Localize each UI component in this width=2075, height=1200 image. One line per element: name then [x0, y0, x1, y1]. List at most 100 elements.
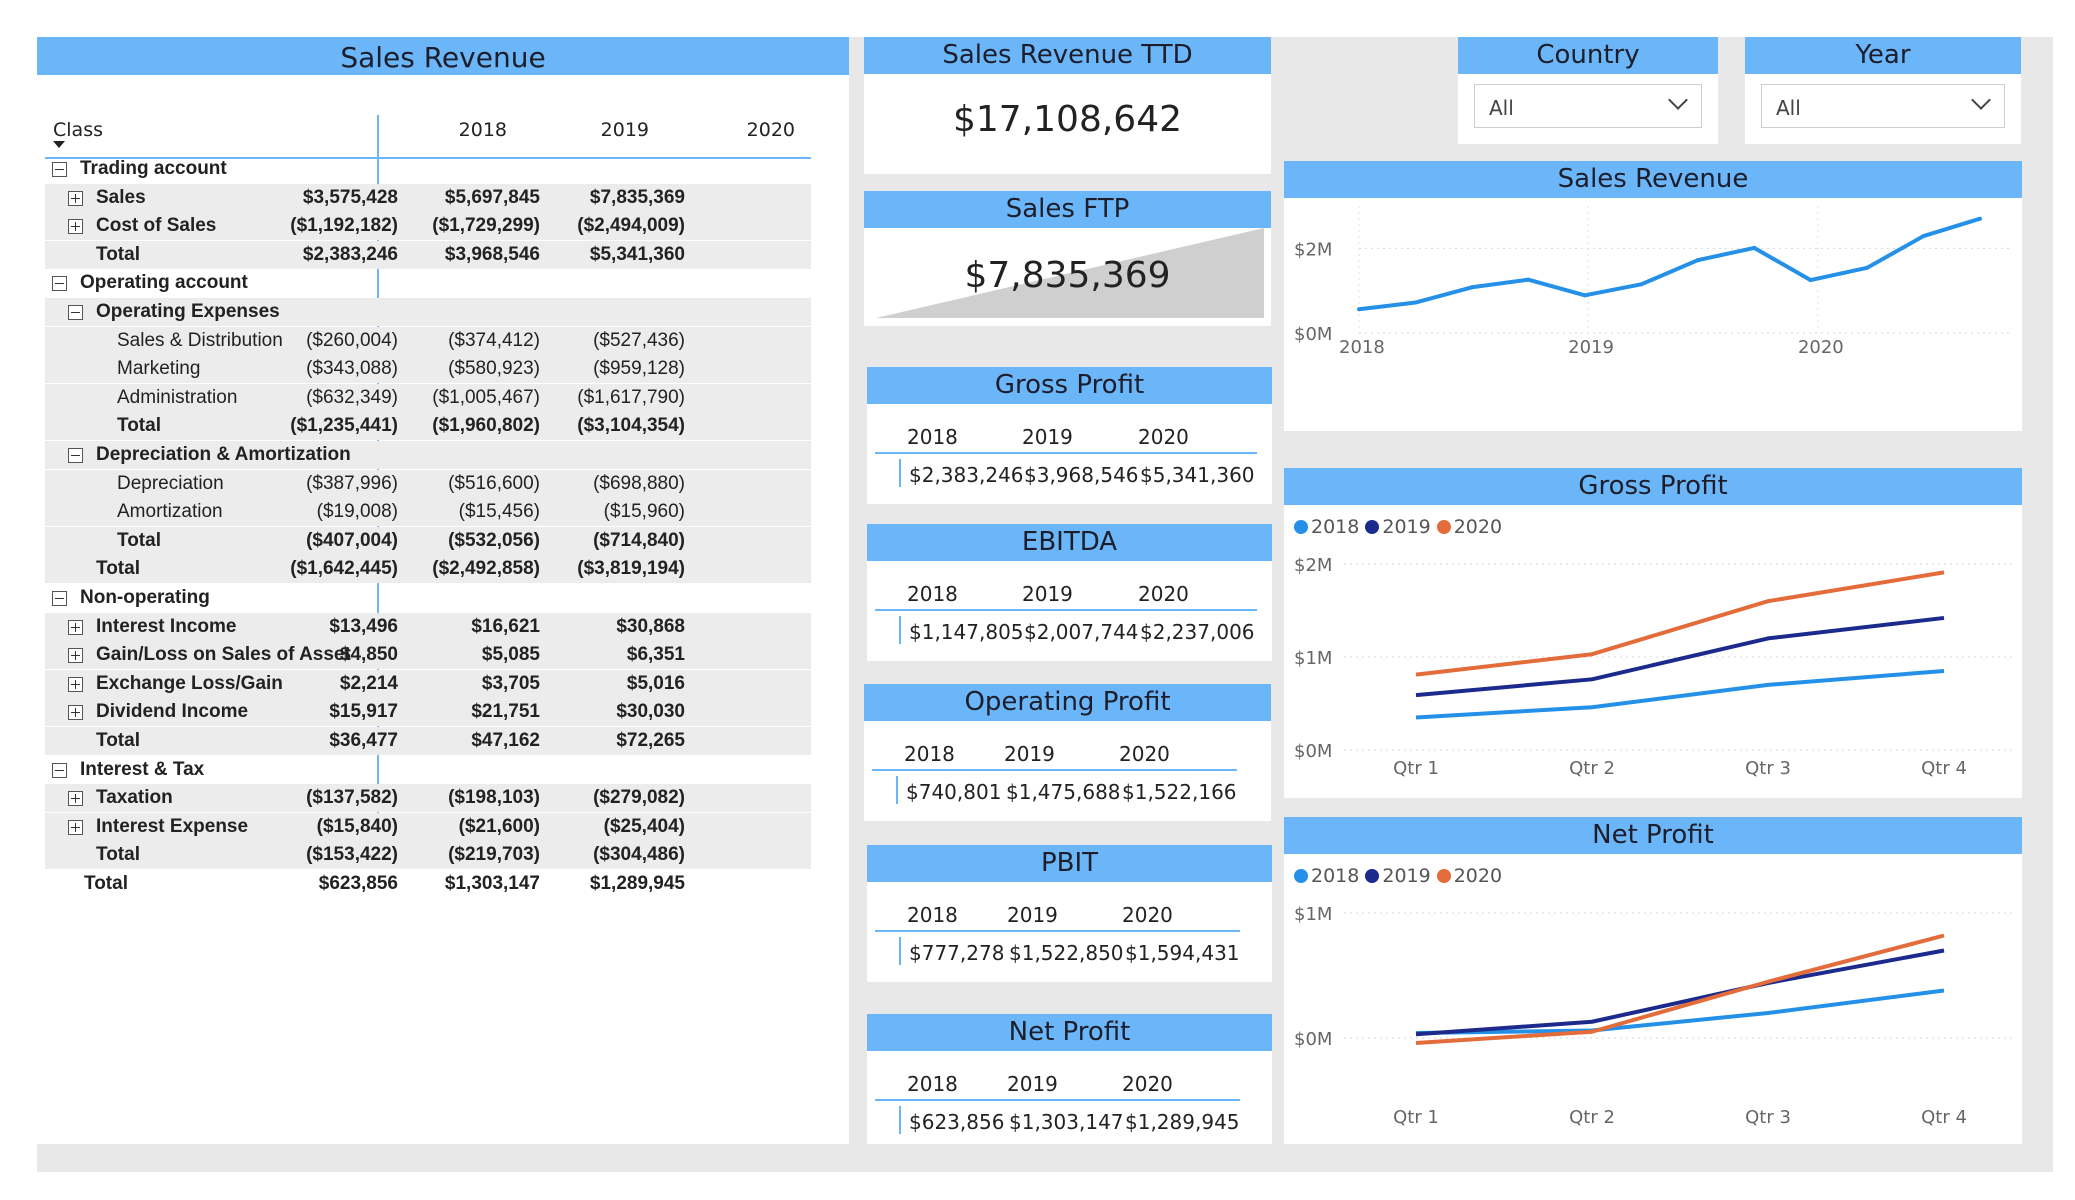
gross-profit-chart[interactable]: $0M $1M $2M Qtr 1 Qtr 2 Qtr 3 Qtr 4: [1284, 468, 2022, 798]
data-point[interactable]: [1639, 282, 1644, 287]
collapse-icon[interactable]: [52, 162, 67, 177]
operating-profit-year-2018[interactable]: 2018: [904, 742, 955, 766]
legend-item-2018[interactable]: 2018: [1294, 865, 1359, 887]
matrix-row[interactable]: Cost of Sales ($1,192,182) ($1,729,299) ($2…: [45, 212, 811, 241]
data-point[interactable]: [1752, 245, 1757, 250]
sales-revenue-chart-panel[interactable]: Sales Revenue $0M $2M 2018 2019 2020: [1284, 161, 2022, 431]
legend-item-2020[interactable]: 2020: [1436, 865, 1502, 887]
pbit-year-2019[interactable]: 2019: [1007, 903, 1058, 927]
expand-icon[interactable]: [68, 676, 83, 692]
class-column-header[interactable]: Class: [53, 119, 103, 141]
collapse-icon[interactable]: [52, 762, 67, 778]
expand-icon[interactable]: [68, 190, 83, 206]
year-header-2018[interactable]: 2018: [458, 119, 507, 141]
net-profit-year-2019[interactable]: 2019: [1007, 1072, 1058, 1096]
series-line-2020[interactable]: [1415, 933, 1945, 1045]
data-point[interactable]: [1582, 293, 1587, 298]
matrix-row[interactable]: Interest Expense ($15,840) ($21,600) ($25,4…: [45, 812, 811, 841]
matrix-row[interactable]: Interest & Tax: [45, 756, 811, 784]
pbit-year-2020[interactable]: 2020: [1122, 903, 1173, 927]
matrix-row[interactable]: Marketing ($343,088) ($580,923) ($959,128): [45, 355, 811, 384]
operating-profit-year-2020[interactable]: 2020: [1119, 742, 1170, 766]
matrix-row[interactable]: Operating account: [45, 269, 811, 297]
gross-profit-legend[interactable]: 2018 2019 2020: [1294, 516, 1508, 538]
matrix-row[interactable]: Dividend Income $15,917 $21,751 $30,030: [45, 698, 811, 727]
operating-profit-year-2019[interactable]: 2019: [1004, 742, 1055, 766]
matrix-row[interactable]: Total ($153,422) ($219,703) ($304,486): [45, 841, 811, 870]
expand-icon[interactable]: [68, 219, 83, 235]
gross-profit-year-2018[interactable]: 2018: [907, 425, 958, 449]
ebitda-year-2020[interactable]: 2020: [1138, 582, 1189, 606]
ebitda-year-2018[interactable]: 2018: [907, 582, 958, 606]
data-point[interactable]: [1921, 234, 1926, 239]
matrix-row[interactable]: Total $623,856 $1,303,147 $1,289,945: [45, 870, 811, 898]
matrix-row[interactable]: Amortization ($19,008) ($15,456) ($15,960): [45, 498, 811, 527]
legend-item-2019[interactable]: 2019: [1365, 516, 1431, 538]
matrix-row[interactable]: Taxation ($137,582) ($198,103) ($279,082): [45, 784, 811, 813]
matrix-row[interactable]: Depreciation & Amortization: [45, 441, 811, 469]
ebitda-year-2019[interactable]: 2019: [1022, 582, 1073, 606]
matrix-row[interactable]: Depreciation ($387,996) ($516,600) ($698,88…: [45, 469, 811, 498]
year-header-2020[interactable]: 2020: [746, 119, 795, 141]
year-dropdown[interactable]: All: [1761, 84, 2005, 128]
matrix-row[interactable]: Sales $3,575,428 $5,697,845 $7,835,369: [45, 183, 811, 212]
expand-icon[interactable]: [68, 705, 83, 721]
collapse-icon[interactable]: [68, 448, 83, 463]
collapse-icon[interactable]: [68, 305, 83, 320]
legend-item-2019[interactable]: 2019: [1365, 865, 1431, 887]
gross-profit-table[interactable]: Gross Profit 2018 2019 2020 $2,383,246 $3,968…: [867, 367, 1272, 504]
sales-revenue-chart[interactable]: $0M $2M 2018 2019 2020: [1284, 161, 2022, 431]
expand-icon[interactable]: [68, 648, 83, 664]
legend-item-2018[interactable]: 2018: [1294, 516, 1359, 538]
matrix-row[interactable]: Interest Income $13,496 $16,621 $30,868: [45, 612, 811, 641]
expand-icon[interactable]: [68, 791, 83, 807]
matrix-row[interactable]: Sales & Distribution ($260,004) ($374,412)…: [45, 326, 811, 355]
net-profit-legend[interactable]: 2018 2019 2020: [1294, 865, 1508, 887]
chevron-down-icon[interactable]: [1971, 90, 1991, 110]
series-line-2019[interactable]: [1415, 615, 1945, 698]
operating-profit-table[interactable]: Operating Profit 2018 2019 2020 $740,801 $1,4…: [864, 684, 1271, 821]
collapse-icon[interactable]: [52, 276, 67, 292]
series-line-2020[interactable]: [1415, 570, 1945, 677]
collapse-icon[interactable]: [52, 591, 67, 606]
matrix-row[interactable]: Administration ($632,349) ($1,005,467) ($1,…: [45, 383, 811, 412]
series-line-2019[interactable]: [1415, 948, 1945, 1037]
data-point[interactable]: [1469, 285, 1474, 290]
expand-icon[interactable]: [68, 619, 83, 635]
sales-revenue-matrix[interactable]: Sales Revenue Class 2018 2019 2020 Tradi…: [37, 37, 849, 1144]
series-line-2018[interactable]: [1415, 668, 1945, 720]
gross-profit-year-2019[interactable]: 2019: [1022, 425, 1073, 449]
matrix-row[interactable]: Total ($1,642,445) ($2,492,858) ($3,819,194…: [45, 555, 811, 584]
pbit-year-2018[interactable]: 2018: [907, 903, 958, 927]
expand-icon[interactable]: [68, 819, 83, 835]
ebitda-table[interactable]: EBITDA 2018 2019 2020 $1,147,805 $2,007,744 $2…: [867, 524, 1272, 661]
data-point[interactable]: [1808, 278, 1813, 283]
data-point[interactable]: [1978, 216, 1982, 221]
matrix-row[interactable]: Non-operating: [45, 584, 811, 612]
data-point[interactable]: [1526, 277, 1531, 282]
matrix-row[interactable]: Total $36,477 $47,162 $72,265: [45, 727, 811, 755]
year-header-2019[interactable]: 2019: [600, 119, 649, 141]
matrix-row[interactable]: Operating Expenses: [45, 298, 811, 326]
gross-profit-chart-panel[interactable]: Gross Profit 2018 2019 2020 $0M $1M $2M Qtr 1…: [1284, 468, 2022, 798]
net-profit-table[interactable]: Net Profit 2018 2019 2020 $623,856 $1,303,147…: [867, 1014, 1272, 1144]
matrix-row[interactable]: Gain/Loss on Sales of Asset $4,850 $5,085 $…: [45, 641, 811, 670]
matrix-row[interactable]: Total $2,383,246 $3,968,546 $5,341,360: [45, 240, 811, 269]
matrix-row[interactable]: Exchange Loss/Gain $2,214 $3,705 $5,016: [45, 669, 811, 698]
chevron-down-icon[interactable]: [1668, 90, 1688, 110]
net-profit-chart-panel[interactable]: Net Profit 2018 2019 2020 $0M $1M Qtr 1 Qtr 2…: [1284, 817, 2022, 1144]
matrix-row[interactable]: Total ($1,235,441) ($1,960,802) ($3,104,354…: [45, 412, 811, 441]
gross-profit-year-2020[interactable]: 2020: [1138, 425, 1189, 449]
data-point[interactable]: [1695, 258, 1700, 263]
data-point[interactable]: [1357, 307, 1361, 312]
pbit-table[interactable]: PBIT 2018 2019 2020 $777,278 $1,522,850 $1,594…: [867, 845, 1272, 982]
data-point[interactable]: [1865, 265, 1870, 270]
sort-down-icon[interactable]: [53, 141, 65, 148]
series-line-2018[interactable]: [1415, 988, 1945, 1035]
net-profit-year-2018[interactable]: 2018: [907, 1072, 958, 1096]
data-point[interactable]: [1413, 300, 1418, 305]
matrix-row[interactable]: Trading account: [45, 155, 811, 183]
country-dropdown[interactable]: All: [1474, 84, 1702, 128]
legend-item-2020[interactable]: 2020: [1436, 516, 1502, 538]
net-profit-year-2020[interactable]: 2020: [1122, 1072, 1173, 1096]
